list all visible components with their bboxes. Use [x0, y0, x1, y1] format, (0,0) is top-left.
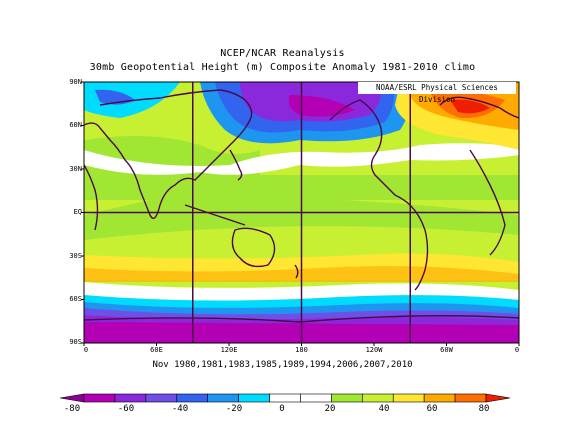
coastlines	[84, 89, 519, 323]
lon-label-120w: 120W	[365, 346, 383, 354]
colorbar-swatch-8	[331, 393, 363, 403]
colorbar-swatch-12	[454, 393, 487, 403]
lon-label-180: 180	[295, 346, 308, 354]
colorbar-label-40: 40	[378, 404, 390, 414]
colorbar-swatch-11	[423, 393, 456, 403]
colorbar-label-0: 0	[279, 404, 285, 414]
colorbar-swatch-5	[238, 393, 270, 403]
colorbar-swatch-4	[207, 393, 239, 403]
colorbar-arrow-low	[59, 393, 85, 403]
lon-label-120e: 120E	[220, 346, 238, 354]
coastline-africa	[469, 149, 506, 256]
colorbar-swatch-0	[83, 393, 116, 403]
composite-years: Nov 1980,1981,1983,1985,1989,1994,2006,2…	[152, 360, 413, 370]
colorbar-swatch-7	[300, 393, 332, 403]
map-grid	[84, 82, 519, 343]
colorbar-label-20: 20	[324, 404, 336, 414]
colorbar-label-m20: -20	[225, 404, 243, 414]
lat-label-30n: 30N	[69, 165, 82, 173]
colorbar-swatch-9	[362, 393, 394, 403]
colorbar	[59, 393, 511, 403]
lon-label-60w: 60W	[440, 346, 453, 354]
colorbar-arrow-high	[485, 393, 511, 403]
colorbar-label-m40: -40	[171, 404, 189, 414]
lat-label-eq: EQ	[73, 208, 82, 216]
colorbar-swatch-1	[114, 393, 147, 403]
lat-label-90s: 90S	[69, 338, 82, 346]
colorbar-swatch-2	[145, 393, 178, 403]
coastline-asia	[84, 89, 253, 219]
coastline-japan	[229, 149, 243, 181]
colorbar-label-m80: -80	[63, 404, 81, 414]
coastline-north-america	[329, 99, 411, 206]
colorbar-swatch-10	[392, 393, 425, 403]
lon-label-0-end: 0	[514, 346, 520, 354]
coastline-australia	[231, 227, 276, 268]
colorbar-label-80: 80	[478, 404, 490, 414]
coastline-new-zealand	[294, 264, 299, 279]
lat-label-60s: 60S	[69, 295, 82, 303]
coastline-antarctica	[84, 315, 519, 323]
anomaly-natl-red	[450, 99, 490, 114]
coastline-siberia	[99, 89, 221, 106]
lat-label-30s: 30S	[69, 252, 82, 260]
colorbar-swatch-3	[176, 393, 208, 403]
colorbar-label-60: 60	[426, 404, 438, 414]
coastline-indonesia	[184, 204, 246, 226]
anomaly-npac-core	[288, 95, 355, 117]
coastline-greenland-europe	[439, 96, 519, 119]
axis-ticks	[81, 81, 520, 346]
lat-label-60n: 60N	[69, 121, 82, 129]
lon-label-60e: 60E	[150, 346, 163, 354]
credit-label: NOAA/ESRL Physical Sciences Division	[358, 82, 516, 104]
coastline-south-america	[409, 204, 429, 291]
chart-title: NCEP/NCAR Reanalysis	[220, 48, 345, 59]
lat-label-90n: 90N	[69, 78, 82, 86]
chart-subtitle: 30mb Geopotential Height (m) Composite A…	[89, 62, 476, 73]
lon-label-0: 0	[83, 346, 89, 354]
coastline-africa-west	[84, 164, 99, 231]
colorbar-swatch-6	[269, 393, 301, 403]
colorbar-label-m60: -60	[117, 404, 135, 414]
